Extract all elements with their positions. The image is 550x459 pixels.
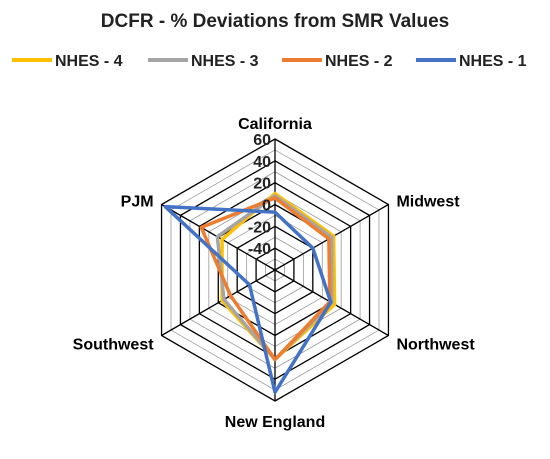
legend-label: NHES - 3: [191, 53, 259, 70]
tick-label: 40: [253, 154, 271, 171]
legend-label: NHES - 1: [459, 53, 527, 70]
category-label: New England: [225, 414, 325, 431]
radial-tick-labels: 60 40 20 0 -20 -40: [248, 132, 271, 258]
category-label: PJM: [121, 194, 154, 211]
tick-label: 20: [253, 176, 271, 193]
grid-spoke: [161, 269, 276, 337]
radar-grid: [160, 138, 390, 402]
category-label: California: [238, 116, 312, 133]
tick-label: -40: [248, 241, 271, 258]
legend-label: NHES - 4: [55, 53, 123, 70]
category-label: Northwest: [396, 337, 475, 354]
series-line: [163, 204, 333, 395]
chart-title: DCFR - % Deviations from SMR Values: [101, 11, 449, 32]
category-label: Midwest: [396, 194, 460, 211]
tick-label: -20: [248, 219, 271, 236]
tick-label: 60: [253, 132, 271, 149]
series-line: [199, 196, 332, 362]
legend: NHES - 4 NHES - 3 NHES - 2 NHES - 1: [12, 53, 527, 70]
category-label: Southwest: [73, 337, 155, 354]
tick-label: 0: [262, 198, 271, 215]
category-labels: California Midwest Northwest New England Sou…: [73, 116, 476, 431]
series-layer: [163, 191, 337, 395]
legend-label: NHES - 2: [325, 53, 393, 70]
